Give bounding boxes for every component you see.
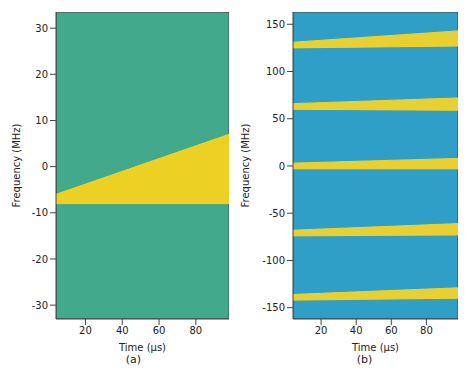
svg-text:-10: -10: [32, 207, 48, 218]
html-text:(a): (a): [125, 353, 142, 366]
svg-text:Frequency (MHz): Frequency (MHz): [240, 123, 251, 207]
svg-text:-20: -20: [32, 254, 48, 265]
svg-text:10: 10: [35, 115, 48, 126]
svg-text:-30: -30: [32, 300, 48, 311]
svg-text:Frequency (MHz): Frequency (MHz): [11, 123, 22, 207]
svg-text:20: 20: [35, 69, 48, 80]
svg-text:-150: -150: [262, 302, 285, 313]
svg-text:60: 60: [153, 325, 166, 336]
svg-text:Time (μs): Time (μs): [118, 342, 166, 353]
svg-text:80: 80: [420, 325, 433, 336]
svg-text:80: 80: [190, 325, 203, 336]
svg-text:-100: -100: [262, 255, 285, 266]
svg-text:30: 30: [35, 23, 48, 34]
svg-text:100: 100: [266, 66, 285, 77]
svg-text:Time (μs): Time (μs): [351, 342, 399, 353]
svg-text:20: 20: [315, 325, 328, 336]
svg-text:20: 20: [79, 325, 92, 336]
html-text:(b): (b): [356, 353, 373, 366]
svg-text:60: 60: [385, 325, 398, 336]
svg-text:0: 0: [279, 161, 285, 172]
svg-text:-50: -50: [269, 208, 285, 219]
svg-text:0: 0: [42, 161, 48, 172]
svg-text:50: 50: [272, 113, 285, 124]
svg-text:40: 40: [116, 325, 129, 336]
svg-text:40: 40: [350, 325, 363, 336]
svg-text:150: 150: [266, 19, 285, 30]
